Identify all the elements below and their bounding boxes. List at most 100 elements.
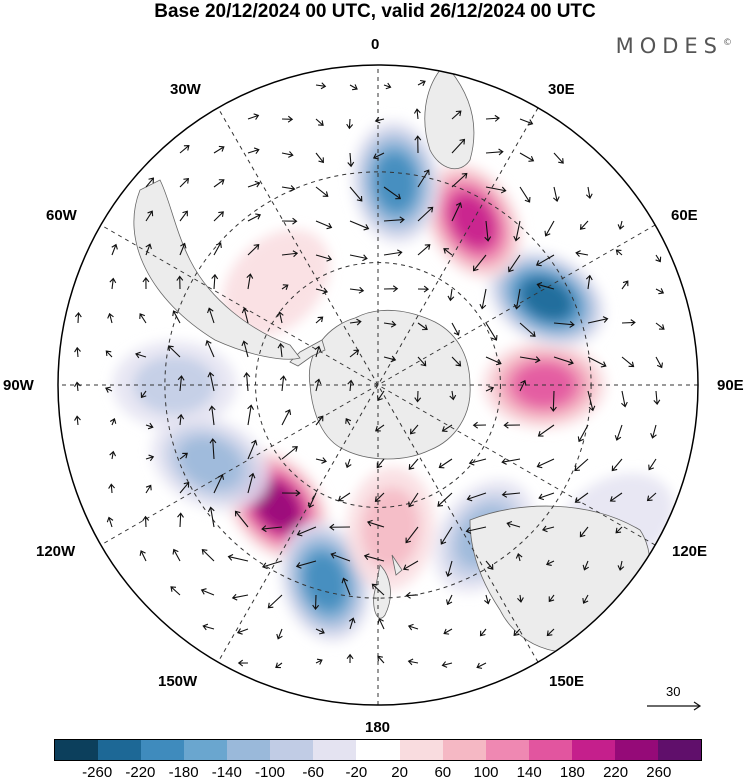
colorbar-swatch: [657, 740, 701, 760]
wind-arrow: [276, 628, 283, 640]
wind-arrow: [135, 351, 147, 359]
graticule: [58, 65, 698, 705]
wind-arrow: [574, 492, 589, 503]
wind-arrow: [247, 439, 258, 460]
wind-arrow: [349, 186, 363, 202]
wind-arrow: [177, 375, 185, 392]
lon-label-90e: 90E: [717, 377, 744, 394]
wind-arrow: [177, 512, 184, 528]
wind-arrow: [374, 492, 385, 502]
wind-arrow: [383, 249, 403, 257]
colorbar-swatch: [270, 740, 314, 760]
wind-arrow: [485, 560, 494, 570]
wind-arrow: [213, 211, 224, 222]
wind-arrow: [466, 492, 487, 502]
wind-arrow: [587, 390, 596, 412]
wind-arrow: [536, 458, 555, 469]
lon-label-30e: 30E: [548, 81, 575, 98]
wind-arrow: [617, 560, 625, 571]
wind-arrow: [553, 356, 574, 366]
wind-arrow: [213, 242, 222, 256]
colorbar-tick-label: 100: [473, 764, 499, 781]
meridian-line: [217, 107, 539, 663]
wind-arrow: [200, 588, 215, 596]
wind-arrow: [443, 248, 453, 256]
colorbar-tick-label: 140: [516, 764, 542, 781]
wind-arrow: [281, 185, 296, 192]
wind-arrow: [417, 244, 431, 256]
wind-arrow: [417, 206, 434, 222]
map-border: [57, 64, 699, 706]
new-zealand: [373, 554, 403, 619]
wind-arrow: [205, 339, 215, 358]
wind-arrow: [611, 458, 623, 472]
colorbar-swatch: [442, 740, 486, 760]
wind-arrow: [145, 210, 154, 222]
wind-arrow: [179, 210, 188, 222]
wind-arrow: [281, 409, 292, 426]
wind-arrow: [74, 415, 81, 426]
wind-arrow: [347, 152, 355, 168]
wind-arrow: [314, 378, 322, 392]
wind-arrow: [513, 288, 521, 310]
lon-label-60e: 60E: [671, 207, 698, 224]
wind-arrow: [107, 312, 114, 324]
wind-arrow: [243, 372, 251, 392]
wind-arrow: [513, 628, 521, 636]
brand-mark: ©: [723, 38, 732, 48]
wind-arrow: [281, 489, 301, 497]
wind-arrow: [441, 424, 453, 432]
wind-arrow: [237, 659, 249, 667]
wind-arrow: [579, 220, 589, 230]
wind-arrow: [377, 617, 385, 630]
wind-arrow: [213, 179, 225, 188]
colorbar-swatch: [399, 740, 443, 760]
wind-arrow: [447, 288, 455, 302]
wind-arrow: [106, 516, 114, 528]
wind-arrow: [541, 525, 555, 533]
wind-arrow: [105, 386, 113, 393]
colorbar-swatch: [55, 740, 99, 760]
wind-arrow: [277, 342, 285, 358]
lon-label-150e: 150E: [549, 673, 585, 690]
wind-arrow: [315, 628, 325, 635]
wind-arrow: [621, 390, 628, 408]
wind-arrow: [484, 594, 491, 605]
wind-arrow: [621, 319, 636, 327]
wind-arrow: [349, 254, 368, 262]
wind-arrow: [402, 560, 419, 571]
lon-label-60w: 60W: [46, 207, 77, 224]
wind-arrow: [295, 560, 317, 569]
wind-arrow: [247, 404, 255, 426]
wind-arrow: [296, 526, 317, 537]
wind-arrow: [345, 418, 352, 426]
wind-arrow: [202, 623, 215, 631]
wind-arrow: [267, 594, 283, 609]
colorbar-ticks: -260 -220 -180 -140 -100 -60 -20 20 60 100 140 180 2…: [0, 764, 750, 783]
wind-arrow: [451, 172, 468, 188]
colorbar-tick-label: 260: [646, 764, 672, 781]
wind-arrow: [383, 320, 397, 328]
wind-arrow: [276, 311, 284, 324]
wind-arrow: [437, 492, 453, 507]
wind-arrow: [537, 424, 555, 437]
wind-arrow: [168, 345, 181, 358]
wind-arrow: [246, 273, 254, 290]
wind-arrow: [213, 145, 225, 154]
wind-arrow: [145, 177, 155, 188]
wind-arrow: [315, 316, 324, 324]
anomaly-contour: [304, 553, 347, 610]
wind-arrow: [170, 586, 181, 596]
wind-arrow: [201, 548, 215, 562]
wind-arrow: [445, 560, 453, 578]
wind-arrow: [383, 216, 405, 224]
wind-arrow: [655, 322, 665, 330]
wind-arrow: [417, 285, 430, 293]
wind-arrow: [441, 661, 453, 668]
wind-arrow: [417, 356, 427, 367]
wind-arrow: [451, 138, 466, 154]
colorbar-swatch: [528, 740, 572, 760]
colorbar-tick-label: -20: [345, 764, 368, 781]
wind-arrow: [345, 458, 352, 469]
wind-arrow: [281, 115, 294, 123]
